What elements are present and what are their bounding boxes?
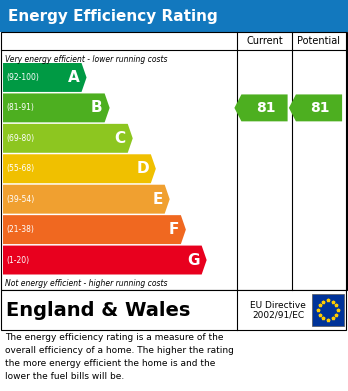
Text: 81: 81 (256, 101, 275, 115)
Text: Energy Efficiency Rating: Energy Efficiency Rating (8, 9, 218, 23)
Text: (1-20): (1-20) (6, 256, 29, 265)
Text: Potential: Potential (298, 36, 340, 46)
Text: 2002/91/EC: 2002/91/EC (252, 310, 304, 319)
Polygon shape (3, 63, 87, 92)
Polygon shape (3, 124, 133, 153)
Text: D: D (136, 161, 149, 176)
Polygon shape (235, 95, 287, 121)
Text: (21-38): (21-38) (6, 225, 34, 234)
Text: E: E (152, 192, 163, 207)
Text: (81-91): (81-91) (6, 103, 34, 112)
Bar (312, 294, 344, 326)
Text: Not energy efficient - higher running costs: Not energy efficient - higher running co… (5, 278, 167, 287)
Text: B: B (91, 100, 103, 115)
Bar (1, 32, 347, 290)
Text: EU Directive: EU Directive (251, 301, 306, 310)
Text: C: C (114, 131, 126, 146)
Polygon shape (3, 93, 110, 122)
Text: Very energy efficient - lower running costs: Very energy efficient - lower running co… (5, 54, 167, 63)
Text: G: G (187, 253, 200, 267)
Polygon shape (3, 246, 207, 274)
Text: 81: 81 (310, 101, 330, 115)
Bar (1, 290, 346, 330)
Text: The energy efficiency rating is a measure of the
overall efficiency of a home. T: The energy efficiency rating is a measur… (5, 333, 234, 380)
Polygon shape (3, 215, 186, 244)
Text: F: F (168, 222, 179, 237)
Text: (69-80): (69-80) (6, 134, 34, 143)
Bar (0, 0, 348, 32)
Text: (92-100): (92-100) (6, 73, 39, 82)
Text: A: A (68, 70, 80, 85)
Text: Current: Current (246, 36, 283, 46)
Text: (55-68): (55-68) (6, 164, 34, 173)
Polygon shape (3, 185, 170, 213)
Text: England & Wales: England & Wales (6, 301, 190, 319)
Polygon shape (3, 154, 156, 183)
Polygon shape (289, 95, 342, 121)
Text: (39-54): (39-54) (6, 195, 34, 204)
